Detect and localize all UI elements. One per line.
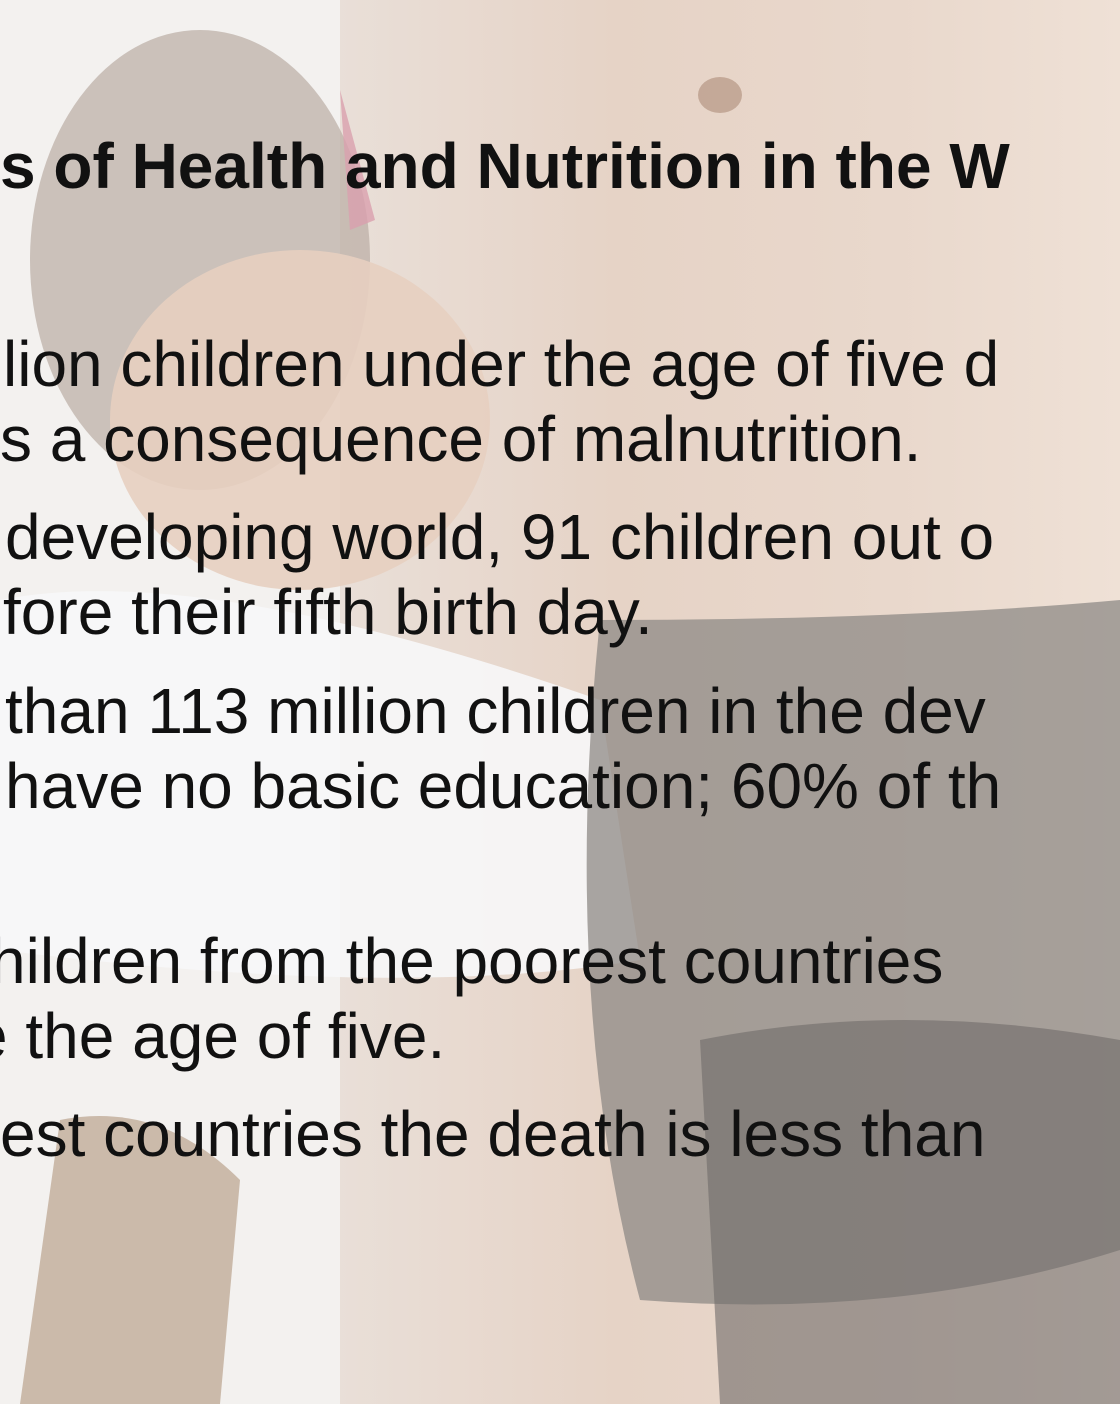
body-line: est countries the death is less than [0, 1102, 985, 1166]
body-line: have no basic education; 60% of th [5, 754, 1001, 818]
body-line: s a consequence of malnutrition. [0, 407, 921, 471]
body-line: developing world, 91 children out o [5, 505, 994, 569]
body-line: than 113 million children in the dev [5, 679, 986, 743]
slide-title: s of Health and Nutrition in the W [0, 134, 1010, 198]
slide: s of Health and Nutrition in the W lion … [0, 0, 1120, 1404]
body-line: lion children under the age of five d [3, 332, 999, 396]
body-line: fore their fifth birth day. [3, 580, 653, 644]
body-line: hildren from the poorest countries [0, 929, 943, 993]
body-line: e the age of five. [0, 1004, 445, 1068]
